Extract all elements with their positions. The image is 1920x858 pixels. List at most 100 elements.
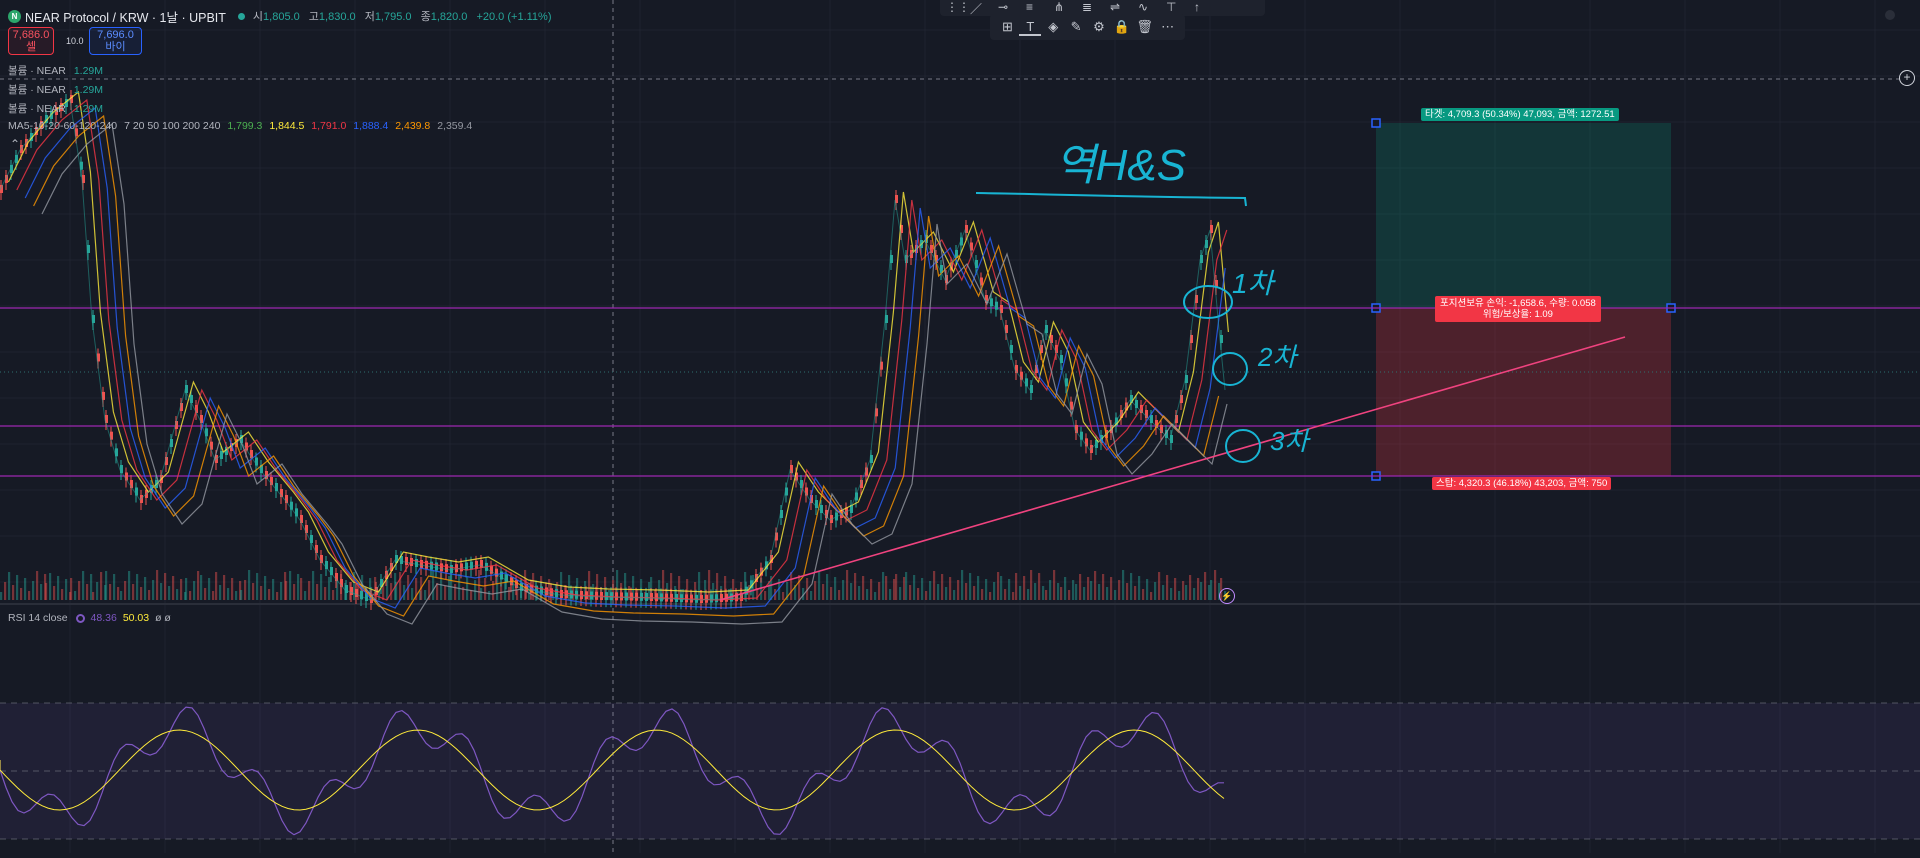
candle-body	[15, 155, 18, 163]
volume-bar	[176, 589, 179, 600]
volume-bar	[895, 574, 898, 600]
position-info-box[interactable]: 포지션보유 손익: -1,658.6, 수량: 0.058 위험/보상율: 1.…	[1435, 296, 1601, 322]
measure-icon[interactable]: ⊤	[1166, 0, 1177, 14]
volume-bar	[774, 589, 777, 600]
stop-label[interactable]: 스탑: 4,320.3 (46.18%) 43,203, 금액: 750	[1432, 477, 1612, 490]
volume-bar	[223, 575, 226, 600]
volume-bar	[197, 571, 200, 600]
volume-bar	[899, 587, 902, 600]
lightning-icon[interactable]: ⚡	[1219, 588, 1235, 604]
volume-bar	[1106, 587, 1109, 600]
volume-bar	[415, 578, 418, 600]
volume-bar	[989, 592, 992, 600]
pattern-icon[interactable]: ⇌	[1110, 0, 1121, 14]
volume-bar	[612, 580, 615, 600]
volume-bar	[492, 581, 495, 600]
candle-body	[790, 465, 793, 473]
candle-body	[565, 590, 568, 599]
parallel-channel-icon[interactable]: ≡	[1026, 0, 1034, 14]
candle-body	[1160, 425, 1163, 433]
candle-body	[260, 465, 263, 473]
brush-icon[interactable]: ✎	[1070, 19, 1082, 34]
candle-body	[170, 439, 173, 447]
volume-bar	[528, 583, 531, 600]
candle-body	[710, 594, 713, 603]
gear-icon[interactable]: ⚙	[1093, 19, 1105, 34]
lock-icon[interactable]: 🔒	[1113, 19, 1130, 34]
volume-bar	[424, 590, 427, 600]
volume-bar	[949, 577, 952, 600]
drag-handle-icon[interactable]: ⋮⋮	[946, 0, 970, 14]
volume-bar	[440, 573, 443, 600]
volume-bar	[508, 587, 511, 600]
rsi-line	[0, 706, 1224, 836]
candle-body	[965, 225, 968, 233]
candle-body	[165, 457, 168, 465]
volume-bar	[516, 590, 519, 600]
volume-bar	[1094, 571, 1097, 600]
candle-body	[410, 558, 413, 566]
volume-bar	[1019, 586, 1022, 600]
volume-legend[interactable]: 볼륨 · NEAR 1.29M	[8, 101, 103, 116]
volume-bar	[462, 587, 465, 600]
candle-body	[1015, 365, 1018, 373]
candle-body	[465, 562, 468, 571]
paint-bucket-icon[interactable]: ◈	[1048, 19, 1059, 34]
candle-body	[270, 477, 273, 485]
candle-body	[400, 556, 403, 564]
trend-line-icon[interactable]: ／	[970, 2, 983, 16]
volume-bar	[45, 583, 48, 600]
volume-bar	[164, 573, 167, 600]
arrow-up-icon[interactable]: ↑	[1194, 0, 1200, 14]
volume-bar	[1166, 575, 1169, 600]
volume-bar	[716, 573, 719, 600]
trash-icon[interactable]: 🗑	[1136, 19, 1153, 34]
volume-bar	[20, 588, 23, 600]
buy-button[interactable]: 7,696.0 바이	[89, 27, 142, 55]
more-icon[interactable]: ⋯	[1161, 19, 1175, 34]
candle-body	[1025, 378, 1028, 387]
volume-bar	[1027, 589, 1030, 600]
volume-bar	[44, 574, 47, 600]
candle-body	[102, 391, 105, 400]
volume-bar	[448, 576, 451, 600]
volume-bar	[300, 578, 303, 600]
volume-bar	[4, 582, 7, 600]
candle-body	[865, 467, 868, 476]
text-icon[interactable]: T	[1019, 19, 1042, 36]
candle-body	[540, 586, 543, 595]
settings-icon[interactable]	[75, 613, 85, 623]
volume-bar	[284, 572, 287, 600]
fib-icon[interactable]: ≣	[1082, 0, 1093, 14]
candle-body	[175, 421, 178, 429]
ma-legend[interactable]: MA5-10-20-60-120-240 7 20 50 100 200 240…	[8, 120, 476, 132]
sell-button[interactable]: 7,686.0 셀	[8, 27, 54, 55]
volume-bar	[624, 573, 627, 600]
candle-body	[1200, 255, 1203, 263]
volume-legend[interactable]: 볼륨 · NEAR 1.29M	[8, 82, 103, 97]
grid-icon[interactable]: ⊞	[1001, 19, 1013, 34]
candle-body	[1125, 402, 1128, 411]
volume-bar	[65, 579, 68, 600]
add-plus-icon[interactable]: +	[1899, 70, 1915, 86]
volume-bar	[826, 574, 829, 600]
chevron-up-icon[interactable]: ⌃	[10, 137, 21, 151]
candle-body	[1210, 225, 1213, 233]
symbol-title[interactable]: NEAR Protocol / KRW · 1날 · UPBIT	[25, 10, 226, 25]
candle-body	[0, 185, 3, 193]
volume-bar	[814, 581, 817, 600]
pitchfork-icon[interactable]: ⋔	[1054, 0, 1065, 14]
volume-bar	[320, 574, 323, 600]
volume-bar	[732, 579, 735, 600]
volume-bar	[985, 579, 988, 600]
candle-body	[365, 593, 368, 601]
brush-tool-icon[interactable]: ∿	[1138, 0, 1149, 14]
target-label[interactable]: 타겟: 4,709.3 (50.34%) 47,093, 금액: 1272.51	[1421, 108, 1619, 121]
candle-body	[850, 505, 853, 513]
rsi-legend[interactable]: RSI 14 close 48.36 50.03 ø ø	[8, 612, 171, 624]
horizontal-ray-icon[interactable]: ⊸	[998, 0, 1009, 14]
volume-bar	[1126, 583, 1129, 600]
volume-legend[interactable]: 볼륨 · NEAR 1.29M	[8, 63, 103, 78]
